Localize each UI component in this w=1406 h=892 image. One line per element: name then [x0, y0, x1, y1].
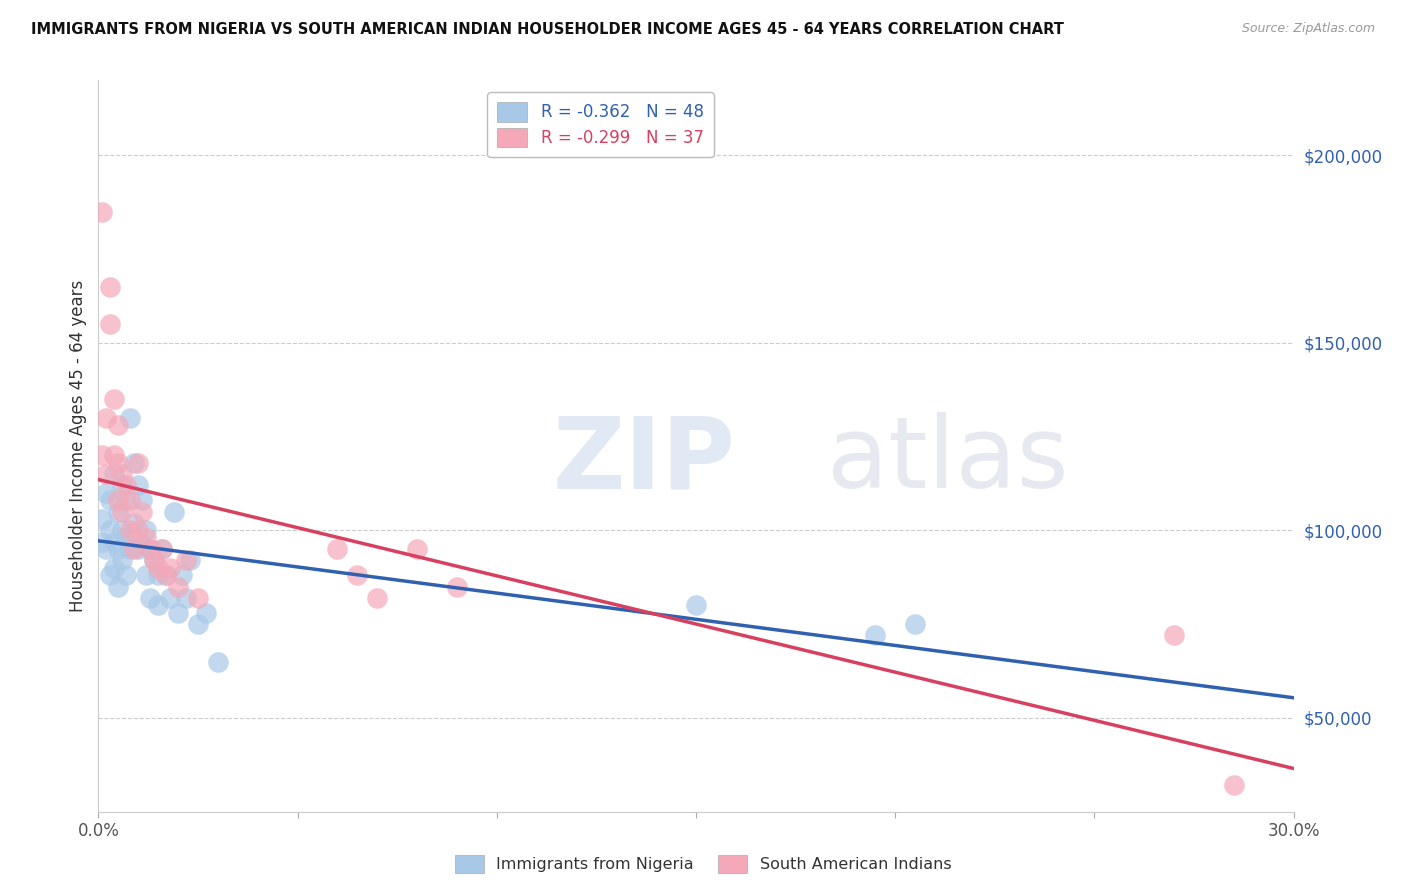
Text: IMMIGRANTS FROM NIGERIA VS SOUTH AMERICAN INDIAN HOUSEHOLDER INCOME AGES 45 - 64: IMMIGRANTS FROM NIGERIA VS SOUTH AMERICA… — [31, 22, 1064, 37]
Point — [103, 561, 125, 575]
Point — [167, 606, 190, 620]
Point — [111, 524, 134, 538]
Text: Source: ZipAtlas.com: Source: ZipAtlas.com — [1241, 22, 1375, 36]
Point — [98, 279, 122, 293]
Point — [91, 512, 114, 526]
Point — [111, 467, 134, 482]
Point — [115, 568, 138, 582]
Y-axis label: Householder Income Ages 45 - 64 years: Householder Income Ages 45 - 64 years — [69, 280, 87, 612]
Point — [124, 542, 146, 557]
Point — [127, 478, 149, 492]
Point — [1223, 779, 1246, 793]
Point — [446, 580, 468, 594]
Point — [155, 568, 177, 582]
Point — [366, 591, 388, 605]
Point — [127, 542, 149, 557]
Point — [159, 561, 181, 575]
Point — [107, 505, 129, 519]
Point — [150, 542, 173, 557]
Point — [120, 524, 142, 538]
Point — [143, 553, 166, 567]
Point — [124, 456, 146, 470]
Point — [406, 542, 429, 557]
Point — [131, 505, 153, 519]
Point — [174, 553, 197, 567]
Point — [107, 456, 129, 470]
Point — [143, 553, 166, 567]
Point — [150, 542, 173, 557]
Point — [115, 478, 138, 492]
Point — [103, 392, 125, 406]
Point — [865, 628, 887, 642]
Point — [155, 568, 177, 582]
Point — [107, 418, 129, 433]
Point — [98, 524, 122, 538]
Point — [179, 553, 201, 567]
Point — [139, 542, 162, 557]
Point — [127, 524, 149, 538]
Point — [111, 478, 134, 492]
Point — [98, 317, 122, 331]
Text: ZIP: ZIP — [553, 412, 735, 509]
Point — [346, 568, 368, 582]
Point — [98, 493, 122, 508]
Point — [207, 655, 229, 669]
Point — [111, 553, 134, 567]
Point — [148, 561, 170, 575]
Point — [96, 542, 118, 557]
Point — [103, 449, 125, 463]
Point — [115, 531, 138, 545]
Point — [148, 568, 170, 582]
Point — [167, 580, 190, 594]
Point — [163, 505, 186, 519]
Point — [148, 599, 170, 613]
Point — [326, 542, 349, 557]
Point — [91, 534, 114, 549]
Point — [124, 516, 146, 530]
Point — [135, 531, 157, 545]
Point — [98, 568, 122, 582]
Point — [96, 410, 118, 425]
Point — [172, 568, 194, 582]
Point — [107, 580, 129, 594]
Point — [96, 486, 118, 500]
Point — [135, 524, 157, 538]
Point — [103, 534, 125, 549]
Point — [111, 505, 134, 519]
Point — [120, 493, 142, 508]
Legend: Immigrants from Nigeria, South American Indians: Immigrants from Nigeria, South American … — [449, 848, 957, 880]
Point — [139, 591, 162, 605]
Point — [904, 617, 927, 632]
Point — [131, 538, 153, 552]
Legend: R = -0.362   N = 48, R = -0.299   N = 37: R = -0.362 N = 48, R = -0.299 N = 37 — [488, 92, 713, 157]
Point — [139, 542, 162, 557]
Point — [174, 591, 197, 605]
Point — [195, 606, 218, 620]
Point — [107, 493, 129, 508]
Point — [107, 542, 129, 557]
Point — [159, 591, 181, 605]
Point — [127, 456, 149, 470]
Point — [91, 204, 114, 219]
Point — [187, 617, 209, 632]
Point — [135, 568, 157, 582]
Point — [120, 542, 142, 557]
Point — [91, 449, 114, 463]
Point — [131, 493, 153, 508]
Text: atlas: atlas — [827, 412, 1069, 509]
Point — [103, 467, 125, 482]
Point — [96, 467, 118, 482]
Point — [187, 591, 209, 605]
Point — [115, 493, 138, 508]
Point — [120, 410, 142, 425]
Point — [1163, 628, 1185, 642]
Point — [685, 599, 707, 613]
